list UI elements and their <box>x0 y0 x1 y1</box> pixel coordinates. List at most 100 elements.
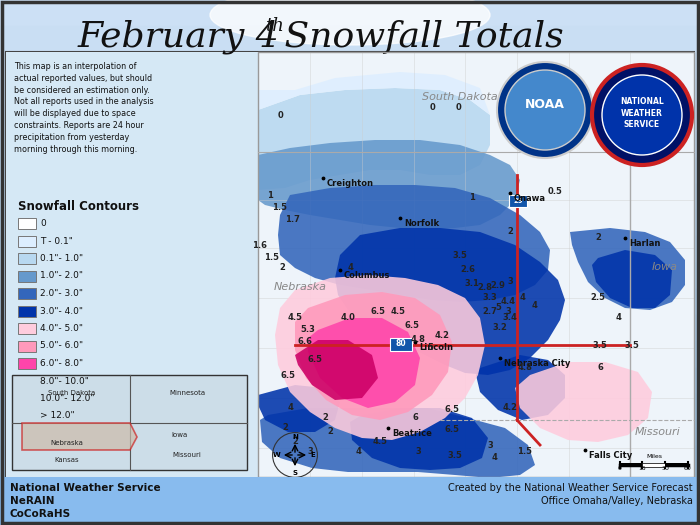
Text: This map is an interpolation of
actual reported values, but should
be considered: This map is an interpolation of actual r… <box>14 62 153 154</box>
Text: Miles: Miles <box>646 454 662 459</box>
Text: 5.0"- 6.0": 5.0"- 6.0" <box>40 341 83 351</box>
Text: Snowfall Contours: Snowfall Contours <box>18 200 139 213</box>
Text: Created by the National Weather Service Forecast: Created by the National Weather Service … <box>449 483 693 493</box>
Bar <box>18 236 36 247</box>
Text: Snowfall Totals: Snowfall Totals <box>273 20 564 54</box>
Text: 3.3: 3.3 <box>482 293 498 302</box>
Text: 0.1"- 1.0": 0.1"- 1.0" <box>40 254 83 263</box>
Text: 2: 2 <box>327 427 333 436</box>
Bar <box>18 393 36 404</box>
Bar <box>18 306 36 317</box>
Polygon shape <box>350 408 488 470</box>
Text: 4.5: 4.5 <box>391 308 405 317</box>
Text: 6.5: 6.5 <box>405 320 419 330</box>
Text: 0: 0 <box>40 219 46 228</box>
Text: 2.9: 2.9 <box>491 280 505 289</box>
Text: 4.5: 4.5 <box>288 313 302 322</box>
Bar <box>6 52 694 477</box>
Circle shape <box>592 65 692 165</box>
Text: Beatrice: Beatrice <box>392 429 432 438</box>
Bar <box>0 477 700 525</box>
Text: 4: 4 <box>532 300 538 310</box>
Bar <box>18 218 36 229</box>
Text: Norfolk: Norfolk <box>404 219 439 228</box>
Text: 6.5: 6.5 <box>370 308 386 317</box>
Text: 4.4: 4.4 <box>500 298 515 307</box>
Text: 4: 4 <box>287 404 293 413</box>
Bar <box>0 26 700 52</box>
Text: W: W <box>273 452 281 458</box>
Text: 1.0"- 2.0": 1.0"- 2.0" <box>40 271 83 280</box>
Text: 4.2: 4.2 <box>435 331 449 340</box>
Circle shape <box>497 62 593 158</box>
Text: 3: 3 <box>505 308 511 317</box>
Text: 3.0"- 4.0": 3.0"- 4.0" <box>40 307 83 316</box>
Text: 0: 0 <box>455 103 461 112</box>
Polygon shape <box>258 385 340 432</box>
Text: 3.4: 3.4 <box>503 313 517 322</box>
Polygon shape <box>22 423 137 450</box>
Text: S: S <box>293 470 297 476</box>
Text: Nebraska City: Nebraska City <box>504 359 570 368</box>
Text: Minnesota: Minnesota <box>169 390 205 396</box>
Text: 60: 60 <box>684 466 692 471</box>
Bar <box>0 499 700 525</box>
Text: South Dakota: South Dakota <box>422 92 498 102</box>
Bar <box>0 79 700 105</box>
Text: 6.0"- 8.0": 6.0"- 8.0" <box>40 359 83 368</box>
Text: 2: 2 <box>292 437 298 446</box>
Polygon shape <box>476 355 565 420</box>
Bar <box>0 472 700 499</box>
Text: February 4: February 4 <box>77 20 279 54</box>
Text: 6.5: 6.5 <box>444 405 459 415</box>
Text: NeRAIN: NeRAIN <box>10 496 55 506</box>
Text: 6.5: 6.5 <box>307 355 323 364</box>
Text: Nebraska: Nebraska <box>50 440 83 446</box>
Bar <box>620 463 642 467</box>
Text: 3: 3 <box>487 440 493 449</box>
Text: T - 0.1": T - 0.1" <box>40 236 73 246</box>
Text: 6: 6 <box>597 363 603 373</box>
Text: 2.8: 2.8 <box>477 284 492 292</box>
Bar <box>0 184 700 210</box>
Text: E: E <box>311 452 316 458</box>
Text: 3.1: 3.1 <box>465 278 480 288</box>
Text: 6.6: 6.6 <box>298 338 312 346</box>
Text: 1.5: 1.5 <box>517 447 533 457</box>
Polygon shape <box>335 228 565 375</box>
Polygon shape <box>295 340 378 400</box>
Text: > 12.0": > 12.0" <box>40 412 75 421</box>
Polygon shape <box>258 88 490 190</box>
Polygon shape <box>258 72 490 115</box>
Text: 3.5: 3.5 <box>453 250 468 259</box>
Text: Columbus: Columbus <box>344 271 391 280</box>
Polygon shape <box>258 140 520 230</box>
Text: 1: 1 <box>267 191 273 200</box>
Bar <box>665 463 688 467</box>
Text: 4.8: 4.8 <box>411 335 426 344</box>
Text: 1.6: 1.6 <box>253 240 267 249</box>
Text: Creighton: Creighton <box>327 179 374 188</box>
Text: Iowa: Iowa <box>172 432 188 438</box>
Bar <box>0 341 700 367</box>
Polygon shape <box>308 318 420 408</box>
Text: 5: 5 <box>427 343 433 352</box>
Circle shape <box>505 70 585 150</box>
Bar <box>0 158 700 184</box>
Bar <box>6 52 258 477</box>
Polygon shape <box>260 408 535 478</box>
Bar <box>0 394 700 420</box>
Polygon shape <box>570 228 685 310</box>
Text: N: N <box>292 434 298 440</box>
Bar <box>390 338 412 351</box>
Bar <box>18 375 36 386</box>
Text: 4.0: 4.0 <box>341 313 356 322</box>
Bar <box>0 131 700 158</box>
Text: Missouri: Missouri <box>635 427 681 437</box>
Text: 4: 4 <box>615 313 621 322</box>
Text: Iowa: Iowa <box>652 262 678 272</box>
Bar <box>642 463 665 467</box>
Text: 4: 4 <box>347 264 353 272</box>
Bar <box>258 52 694 477</box>
Text: Office Omaha/Valley, Nebraska: Office Omaha/Valley, Nebraska <box>541 496 693 506</box>
